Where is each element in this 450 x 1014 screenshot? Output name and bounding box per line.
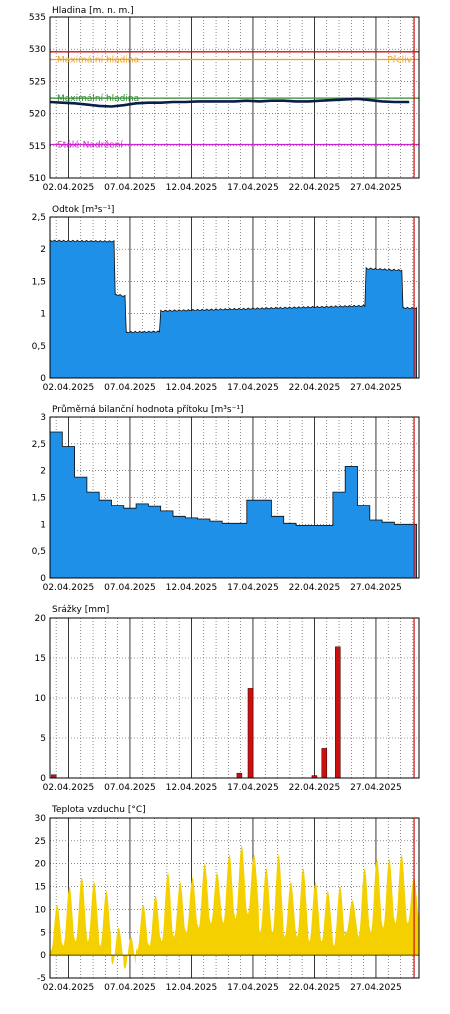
chart-title: Průměrná bilanční hodnota přítoku [m³s⁻¹…	[52, 404, 243, 415]
x-tick-label: 27.04.2025	[350, 583, 402, 593]
x-tick-label: 07.04.2025	[104, 583, 156, 593]
chart-odtok: Odtok [m³s⁻¹] 0 0,5 1 1,5 2 2,5 02.04.2025 07.0…	[32, 205, 420, 393]
x-tick-label: 07.04.2025	[104, 983, 156, 993]
x-tick-label: 02.04.2025	[43, 383, 95, 393]
y-tick-label: 3	[40, 413, 46, 423]
x-tick-label: 17.04.2025	[227, 383, 279, 393]
threshold-label: Stálé Nadržení	[57, 140, 123, 151]
y-tick-label: 0	[40, 574, 46, 584]
y-tick-label: -5	[37, 974, 46, 984]
x-tick-label: 07.04.2025	[104, 183, 156, 193]
x-tick-label: 07.04.2025	[104, 383, 156, 393]
y-tick-label: 15	[35, 883, 46, 893]
temperature-area	[50, 845, 419, 969]
x-tick-label: 17.04.2025	[227, 183, 279, 193]
y-tick-label: 20	[35, 860, 47, 870]
plot-border	[49, 617, 420, 779]
rain-bar	[335, 646, 341, 779]
x-tick-label: 02.04.2025	[43, 783, 95, 793]
chart-title: Srážky [mm]	[52, 605, 109, 615]
x-tick-label: 22.04.2025	[289, 983, 341, 993]
x-tick-label: 12.04.2025	[166, 783, 218, 793]
x-tick-label: 27.04.2025	[350, 383, 402, 393]
x-tick-label: 27.04.2025	[350, 983, 402, 993]
rain-bar	[236, 772, 243, 779]
y-tick-label: 0	[40, 774, 46, 784]
x-tick-label: 17.04.2025	[227, 583, 279, 593]
x-tick-label: 07.04.2025	[104, 783, 156, 793]
y-tick-label: 1,5	[32, 494, 46, 504]
x-tick-label: 27.04.2025	[350, 183, 402, 193]
x-tick-label: 12.04.2025	[166, 583, 218, 593]
x-tick-label: 02.04.2025	[43, 183, 95, 193]
x-tick-label: 22.04.2025	[289, 783, 341, 793]
chart-title: Hladina [m. n. m.]	[52, 6, 134, 16]
chart-title: Odtok [m³s⁻¹]	[52, 205, 114, 215]
y-tick-label: 2,5	[32, 213, 46, 223]
y-tick-label: 5	[40, 928, 46, 938]
plot-border	[49, 817, 420, 979]
y-tick-label: 1	[40, 520, 46, 530]
plot-border	[49, 416, 420, 579]
outflow-area	[49, 239, 417, 379]
y-tick-label: 515	[29, 142, 46, 152]
y-tick-label: 0	[40, 951, 46, 961]
x-tick-label: 17.04.2025	[227, 983, 279, 993]
plot-area	[50, 618, 419, 778]
y-tick-label: 25	[35, 837, 46, 847]
rain-bar	[247, 688, 254, 779]
y-tick-label: 5	[40, 734, 46, 744]
x-tick-label: 02.04.2025	[43, 983, 95, 993]
chart-teplota: Teplota vzduchu [°C] -5 0 5 10 15 20 25 30 02.04…	[35, 805, 420, 993]
threshold-label: Přeliv	[387, 56, 412, 66]
inflow-area	[49, 431, 417, 579]
y-tick-label: 0,5	[32, 547, 46, 557]
y-tick-label: 535	[29, 13, 46, 23]
plot-border	[49, 216, 420, 379]
x-tick-label: 12.04.2025	[166, 383, 218, 393]
x-tick-label: 27.04.2025	[350, 783, 402, 793]
threshold-label: Maximální hladina	[57, 94, 139, 104]
y-tick-label: 530	[29, 45, 46, 55]
y-tick-label: 2,5	[32, 440, 46, 450]
x-tick-label: 12.04.2025	[166, 983, 218, 993]
x-tick-label: 22.04.2025	[289, 583, 341, 593]
chart-title: Teplota vzduchu [°C]	[51, 805, 146, 815]
level-series-line	[49, 97, 410, 108]
x-tick-label: 22.04.2025	[289, 183, 341, 193]
x-tick-label: 12.04.2025	[166, 183, 218, 193]
x-tick-label: 17.04.2025	[227, 783, 279, 793]
y-tick-label: 2	[40, 245, 46, 255]
plot-border	[49, 16, 420, 179]
chart-hladina: Hladina [m. n. m.] 510 515 520 525 530 535 Max…	[29, 6, 420, 193]
threshold-label: Maximální hladina	[57, 56, 139, 66]
y-tick-label: 15	[35, 654, 46, 664]
chart-srazky: Srážky [mm] 0 5 10 15 20 02.04.2025 07.04.2025…	[35, 605, 420, 793]
y-tick-label: 1,5	[32, 277, 46, 287]
x-tick-label: 02.04.2025	[43, 583, 95, 593]
y-tick-label: 20	[35, 614, 47, 624]
y-tick-label: 10	[35, 694, 47, 704]
y-tick-label: 30	[35, 814, 47, 824]
y-tick-label: 510	[29, 174, 46, 184]
y-tick-label: 525	[29, 77, 46, 87]
x-tick-label: 22.04.2025	[289, 383, 341, 393]
y-tick-label: 10	[35, 905, 47, 915]
y-tick-label: 2	[40, 467, 46, 477]
y-tick-label: 0,5	[32, 342, 46, 352]
rain-bar	[321, 748, 328, 779]
y-tick-label: 0	[40, 374, 46, 384]
y-tick-label: 520	[29, 110, 46, 120]
y-tick-label: 1	[40, 310, 46, 320]
chart-bilancni-pritok: Průměrná bilanční hodnota přítoku [m³s⁻¹…	[32, 404, 420, 593]
